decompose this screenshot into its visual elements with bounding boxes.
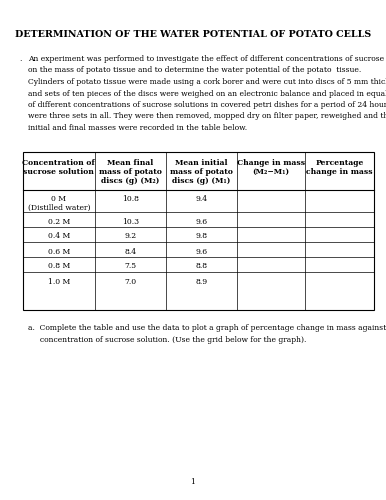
- Text: An experiment was performed to investigate the effect of different concentration: An experiment was performed to investiga…: [28, 55, 386, 63]
- Text: 9.2: 9.2: [124, 232, 136, 240]
- Text: 8.4: 8.4: [124, 248, 136, 256]
- Text: 9.8: 9.8: [196, 232, 208, 240]
- Text: Cylinders of potato tissue were made using a cork borer and were cut into discs : Cylinders of potato tissue were made usi…: [28, 78, 386, 86]
- Text: of different concentrations of sucrose solutions in covered petri dishes for a p: of different concentrations of sucrose s…: [28, 101, 386, 109]
- Text: sucrose solution: sucrose solution: [24, 168, 94, 176]
- Text: were three sets in all. They were then removed, mopped dry on filter paper, rewe: were three sets in all. They were then r…: [28, 112, 386, 120]
- Text: 0 M: 0 M: [51, 195, 66, 203]
- Text: .: .: [19, 55, 21, 63]
- Text: 8.9: 8.9: [196, 278, 208, 285]
- Text: Concentration of: Concentration of: [22, 159, 95, 167]
- Text: (M₂−M₁): (M₂−M₁): [252, 168, 290, 176]
- Text: a.  Complete the table and use the data to plot a graph of percentage change in : a. Complete the table and use the data t…: [28, 324, 386, 332]
- Text: 8.8: 8.8: [196, 262, 208, 270]
- Text: 0.8 M: 0.8 M: [48, 262, 70, 270]
- Text: 10.8: 10.8: [122, 195, 139, 203]
- Text: DETERMINATION OF THE WATER POTENTIAL OF POTATO CELLS: DETERMINATION OF THE WATER POTENTIAL OF …: [15, 30, 371, 39]
- Text: concentration of sucrose solution. (Use the grid below for the graph).: concentration of sucrose solution. (Use …: [28, 336, 306, 344]
- Text: 7.0: 7.0: [124, 278, 136, 285]
- Text: discs (g) (M₂): discs (g) (M₂): [101, 177, 159, 185]
- Bar: [23, 152, 374, 310]
- Text: initial and final masses were recorded in the table below.: initial and final masses were recorded i…: [28, 124, 247, 132]
- Text: mass of potato: mass of potato: [99, 168, 162, 176]
- Text: 9.4: 9.4: [196, 195, 208, 203]
- Text: 1: 1: [191, 478, 195, 486]
- Text: 10.3: 10.3: [122, 218, 139, 226]
- Text: 0.2 M: 0.2 M: [48, 218, 70, 226]
- Text: Percentage: Percentage: [315, 159, 364, 167]
- Text: Mean final: Mean final: [107, 159, 153, 167]
- Text: change in mass: change in mass: [306, 168, 373, 176]
- Text: (Distilled water): (Distilled water): [28, 204, 90, 212]
- Text: Change in mass: Change in mass: [237, 159, 305, 167]
- Text: 0.6 M: 0.6 M: [48, 248, 70, 256]
- Text: 9.6: 9.6: [196, 218, 208, 226]
- Text: 0.4 M: 0.4 M: [48, 232, 70, 240]
- Text: 9.6: 9.6: [196, 248, 208, 256]
- Text: on the mass of potato tissue and to determine the water potential of the potato : on the mass of potato tissue and to dete…: [28, 66, 361, 74]
- Text: mass of potato: mass of potato: [170, 168, 233, 176]
- Text: 1.0 M: 1.0 M: [48, 278, 70, 285]
- Text: 7.5: 7.5: [124, 262, 136, 270]
- Text: and sets of ten pieces of the discs were weighed on an electronic balance and pl: and sets of ten pieces of the discs were…: [28, 90, 386, 98]
- Text: discs (g) (M₁): discs (g) (M₁): [173, 177, 231, 185]
- Text: Mean initial: Mean initial: [175, 159, 228, 167]
